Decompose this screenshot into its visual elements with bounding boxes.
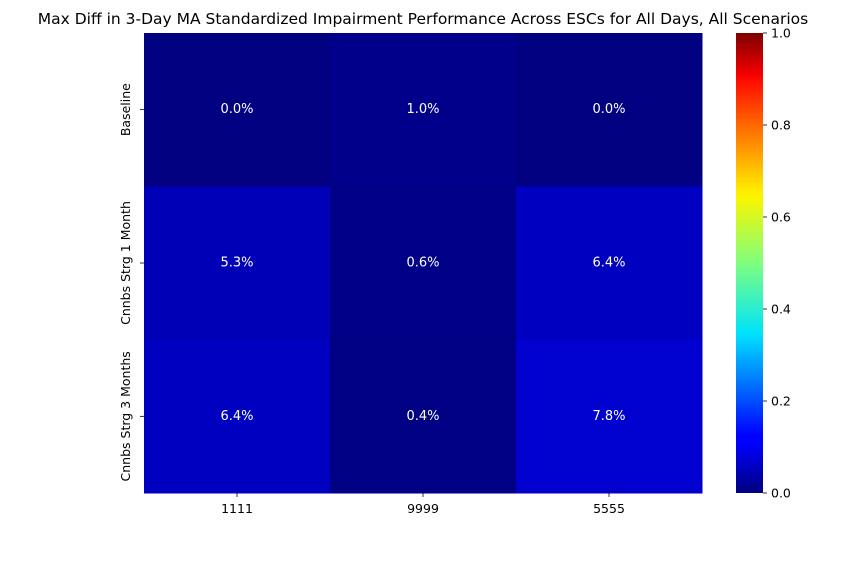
heatmap-cells <box>144 33 703 494</box>
x-axis: 1111 9999 5555 <box>221 493 625 516</box>
colorbar-tick-label: 0.4 <box>771 302 791 317</box>
colorbar-tick-label: 1.0 <box>771 26 791 41</box>
chart-title: Max Diff in 3-Day MA Standardized Impair… <box>38 10 808 28</box>
cell-annotation: 0.0% <box>220 102 253 117</box>
y-tick-label: Cnnbs Strg 1 Month <box>118 201 133 325</box>
cell-annotations: 0.0% 1.0% 0.0% 5.3% 0.6% 6.4% 6.4% 0.4% 7.8% <box>220 102 625 424</box>
heatmap-cell <box>144 186 331 341</box>
cell-annotation: 7.8% <box>592 409 625 424</box>
heatmap-cell <box>144 33 331 187</box>
x-tick-label: 1111 <box>221 501 253 516</box>
x-tick-label: 5555 <box>593 501 625 516</box>
x-tick-label: 9999 <box>407 501 439 516</box>
heatmap-cell <box>516 339 703 494</box>
colorbar-tick-label: 0.6 <box>771 210 791 225</box>
colorbar-tick-label: 0.8 <box>771 118 791 133</box>
cell-annotation: 6.4% <box>592 256 625 271</box>
colorbar <box>736 33 763 493</box>
colorbar-tick-label: 0.0 <box>771 486 791 501</box>
y-axis: Baseline Cnnbs Strg 1 Month Cnnbs Strg 3 M… <box>118 83 144 481</box>
heatmap-cell <box>516 186 703 341</box>
heatmap-cell <box>330 33 517 187</box>
cell-annotation: 5.3% <box>220 256 253 271</box>
y-tick-label: Cnnbs Strg 3 Months <box>118 351 133 481</box>
cell-annotation: 0.4% <box>406 409 439 424</box>
heatmap-cell <box>330 339 517 494</box>
heatmap-cell <box>330 186 517 341</box>
cell-annotation: 1.0% <box>406 102 439 117</box>
colorbar-tick-label: 0.2 <box>771 394 791 409</box>
colorbar-ticks: 0.0 0.2 0.4 0.6 0.8 1.0 <box>763 26 791 501</box>
cell-annotation: 0.0% <box>592 102 625 117</box>
heatmap-cell <box>516 33 703 187</box>
cell-annotation: 0.6% <box>406 256 439 271</box>
heatmap-cell <box>144 339 331 494</box>
y-tick-label: Baseline <box>118 83 133 136</box>
cell-annotation: 6.4% <box>220 409 253 424</box>
